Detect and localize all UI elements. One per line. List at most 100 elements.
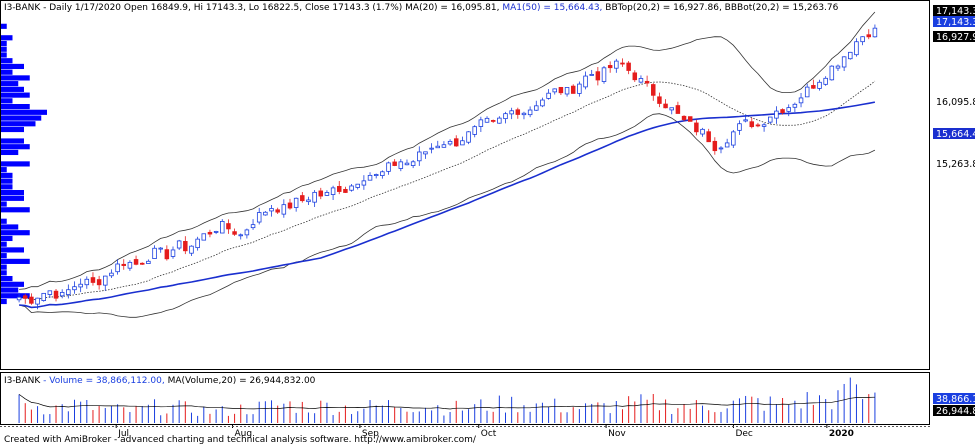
candle-body: [478, 119, 484, 127]
candle-body: [607, 65, 613, 69]
candle-body: [718, 147, 724, 150]
candle-body: [490, 120, 496, 122]
candle-body: [558, 86, 564, 94]
candle-body: [644, 80, 650, 84]
candle-body: [657, 96, 662, 104]
candle-body: [841, 56, 847, 68]
candle-body: [835, 65, 841, 69]
candle-body: [16, 296, 22, 301]
x-tick-label: 2020: [829, 429, 854, 439]
header-ma50: MA1(50) = 15,664.43,: [500, 3, 603, 13]
candle-body: [189, 245, 194, 254]
profile-bar: [1, 167, 7, 173]
candle-body: [263, 211, 268, 216]
candle-body: [398, 161, 404, 169]
candle-body: [35, 297, 40, 305]
candle-body: [29, 296, 34, 304]
candle-body: [349, 185, 354, 191]
candle-body: [152, 247, 157, 259]
candle-body: [872, 27, 878, 38]
candle-body: [687, 116, 693, 122]
bb-bottom-line: [18, 113, 876, 318]
candle-body: [373, 174, 379, 177]
candle-body: [804, 86, 810, 98]
profile-bar: [1, 276, 13, 282]
candle-body: [343, 188, 348, 193]
candle-body: [466, 131, 471, 143]
tag-bbtop: 16,927.9: [936, 32, 975, 43]
candle-body: [324, 192, 330, 196]
candle-body: [546, 92, 551, 99]
candle-body: [447, 140, 453, 145]
candle-body: [115, 263, 120, 273]
candle-body: [312, 191, 317, 203]
candle-body: [244, 229, 250, 236]
profile-bar: [1, 63, 24, 70]
profile-bar: [1, 40, 7, 47]
candle-body: [811, 85, 816, 89]
header-ma20: MA(20) = 16,095.81,: [405, 3, 499, 13]
bb-top-line: [19, 11, 876, 290]
tag-close-blue: 17,143.3: [936, 17, 975, 28]
candle-body: [743, 119, 748, 122]
candle-body: [103, 275, 108, 286]
volume-header-symbol: I3-BANK: [4, 376, 41, 386]
x-tick-label: Jul: [117, 429, 129, 439]
profile-bar: [1, 287, 19, 293]
candle-body: [534, 105, 539, 111]
candle-body: [164, 249, 170, 260]
candle-body: [22, 295, 28, 299]
profile-bar: [1, 230, 30, 236]
candle-body: [577, 83, 582, 94]
x-tick-label: Aug: [235, 429, 253, 439]
x-tick-label: Dec: [735, 429, 752, 439]
volume-header: I3-BANK - Volume = 38,866,112.00, MA(Vol…: [4, 376, 316, 386]
candle-body: [706, 131, 711, 143]
candle-body: [404, 162, 410, 166]
ma50-line: [19, 101, 876, 309]
candle-body: [515, 109, 521, 115]
candle-body: [72, 286, 77, 291]
candle-body: [392, 161, 397, 166]
candle-body: [183, 241, 188, 252]
profile-bar: [1, 253, 7, 259]
candle-body: [823, 77, 828, 85]
profile-bar: [1, 264, 7, 270]
candle-body: [749, 121, 755, 128]
profile-bar: [1, 207, 30, 213]
ma50-path: [19, 101, 876, 309]
profile-bar: [1, 241, 7, 247]
candle-body: [780, 109, 785, 113]
profile-bar: [1, 161, 30, 167]
candle-body: [139, 262, 145, 265]
tag-volume-ma: 26,944.8: [936, 406, 975, 417]
ma20-path: [19, 80, 876, 301]
candle-body: [860, 36, 865, 43]
candle-body: [694, 122, 699, 133]
candle-body: [540, 99, 545, 107]
profile-bar: [1, 293, 30, 299]
volume-ma-line: [18, 394, 875, 410]
profile-bar: [1, 23, 7, 29]
profile-bar: [1, 92, 30, 98]
candle-body: [761, 124, 767, 127]
candle-body: [256, 212, 262, 223]
profile-bar: [1, 115, 42, 121]
candle-body: [755, 124, 761, 127]
candle-body: [435, 145, 441, 149]
candlesticks: [16, 24, 878, 310]
profile-bar: [1, 247, 24, 253]
volume-panel: [0, 372, 930, 425]
tag-close: 17,143.3: [936, 6, 975, 17]
candle-body: [410, 161, 416, 166]
candle-body: [848, 51, 853, 60]
x-tick-label: Oct: [481, 429, 497, 439]
candle-body: [786, 107, 791, 112]
candle-body: [620, 62, 625, 65]
profile-bar: [1, 121, 36, 127]
profile-bar: [1, 149, 19, 156]
candle-body: [195, 238, 200, 249]
candle-body: [700, 128, 705, 135]
candle-body: [176, 240, 182, 249]
candle-body: [361, 180, 367, 186]
